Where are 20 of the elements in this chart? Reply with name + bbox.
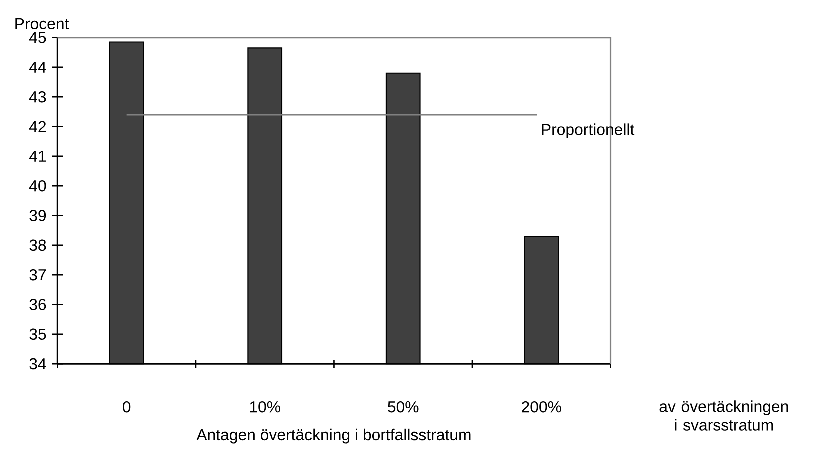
y-tick-label: 43: [29, 92, 46, 103]
y-axis-title: Procent: [16, 18, 70, 30]
y-tick-label: 34: [30, 358, 46, 370]
y-tick-label: 42: [29, 121, 46, 133]
y-tick-label: 45: [29, 32, 46, 44]
x-tick-label: 50%: [388, 402, 419, 413]
x-tick-label: 0: [123, 402, 131, 413]
ref-line-label: Proportionellt: [542, 124, 635, 139]
y-tick-label: 35: [30, 328, 46, 340]
y-tick-label: 40: [29, 180, 46, 192]
y-tick-label: 39: [30, 210, 46, 222]
y-tick-label: 36: [30, 299, 46, 311]
y-tick-label: 38: [30, 240, 46, 252]
y-tick-label: 41: [29, 151, 46, 162]
x-axis-title: Antagen övertäckning i bortfallsstratum: [196, 429, 471, 444]
text: av övertäckningen i svarsstratum: [660, 400, 788, 432]
x-tick-label: 200%: [522, 402, 562, 413]
x-tick-label: 10%: [250, 402, 280, 413]
y-tick-label: 44: [29, 62, 46, 74]
y-tick-label: 37: [30, 270, 46, 281]
